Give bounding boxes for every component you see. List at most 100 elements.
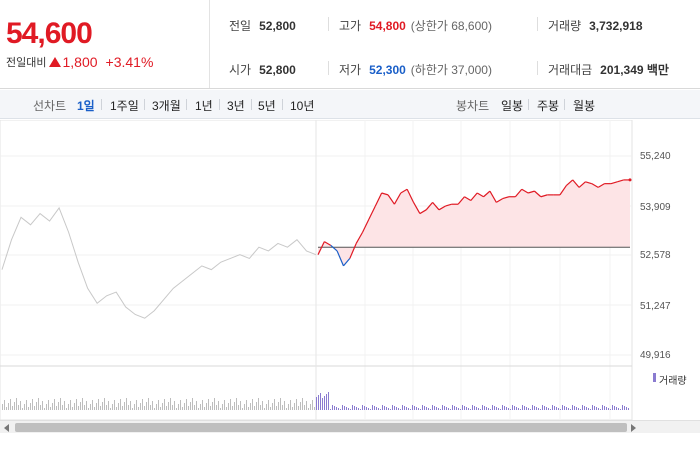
volume-bar [538, 408, 539, 410]
volume-bar [398, 408, 399, 410]
volume-bar [180, 400, 181, 410]
volume-bar [192, 398, 193, 410]
volume-bar [408, 408, 409, 410]
volume-bar [208, 399, 209, 410]
tab-1y[interactable]: 1년 [195, 99, 213, 113]
volume-bar [546, 407, 547, 410]
volume-bar [564, 406, 565, 410]
scroll-right-arrow-icon[interactable] [631, 424, 636, 432]
volume-bar [158, 400, 159, 410]
volume-bar [394, 406, 395, 410]
tab-weekly-candle[interactable]: 주봉 [537, 99, 560, 113]
tab-divider [251, 99, 252, 110]
tab-1d[interactable]: 1일 [77, 99, 95, 113]
volume-stat: 거래량 3,732,918 [548, 17, 643, 34]
tab-3y[interactable]: 3년 [227, 99, 245, 113]
volume-bar [130, 401, 131, 410]
volume-bar [376, 407, 377, 410]
tab-5y[interactable]: 5년 [258, 99, 276, 113]
trade-value-label: 거래대금 [548, 63, 593, 77]
chart-scrollbar[interactable] [0, 420, 700, 433]
line-segment [349, 243, 357, 259]
volume-label: 거래량 [548, 19, 582, 33]
volume-bar [556, 407, 557, 410]
y-tick-label: 52,578 [640, 250, 671, 261]
volume-bar [536, 407, 537, 410]
line-segment [343, 258, 351, 267]
volume-bar [570, 409, 571, 410]
volume-bar [322, 398, 323, 410]
volume-bar [200, 404, 201, 410]
volume-bar [56, 406, 57, 410]
volume-bar [28, 407, 29, 410]
volume-bar [614, 406, 615, 410]
tab-10y[interactable]: 10년 [290, 99, 315, 113]
tab-divider [186, 99, 187, 110]
volume-bar [424, 406, 425, 410]
volume-bar [508, 408, 509, 410]
volume-bar [526, 407, 527, 410]
volume-bar [422, 405, 423, 410]
volume-bar [256, 402, 257, 410]
volume-bar [562, 405, 563, 410]
upper-limit: (상한가 68,600) [410, 19, 492, 33]
volume-bar [580, 409, 581, 410]
line-segment [412, 202, 421, 214]
volume-bar [120, 399, 121, 410]
volume-bar [248, 407, 249, 410]
scrollbar-thumb[interactable] [15, 423, 627, 432]
volume-bar [326, 394, 327, 410]
scroll-left-arrow-icon[interactable] [4, 424, 9, 432]
volume-bar [228, 403, 229, 410]
volume-bar [250, 403, 251, 410]
volume-bar [12, 406, 13, 410]
volume-legend: 거래량 [659, 376, 687, 387]
volume-value: 3,732,918 [589, 19, 643, 33]
tab-divider [528, 99, 529, 110]
volume-bar [170, 398, 171, 410]
volume-bar [242, 408, 243, 410]
volume-bar [600, 409, 601, 410]
volume-bar [16, 398, 17, 410]
volume-bar [624, 406, 625, 410]
volume-bar [410, 409, 411, 410]
volume-bar [22, 408, 23, 410]
price-chart[interactable]: 55,240 53,909 52,578 51,247 49,916 거래량 [0, 120, 700, 420]
volume-bar [310, 404, 311, 410]
volume-bar [178, 404, 179, 410]
volume-bar [572, 405, 573, 410]
open-stat: 시가 52,800 [229, 61, 296, 78]
volume-bar [166, 406, 167, 410]
trade-value-value: 201,349 백만 [600, 63, 669, 77]
tab-3m[interactable]: 3개월 [152, 99, 181, 113]
volume-bar [566, 407, 567, 410]
line-segment [317, 241, 325, 255]
tab-monthly-candle[interactable]: 월봉 [573, 99, 596, 113]
volume-bar [438, 408, 439, 410]
volume-bar [592, 405, 593, 410]
line-segment [393, 192, 402, 205]
volume-bar [164, 399, 165, 410]
volume-bar [52, 403, 53, 410]
tab-daily-candle[interactable]: 일봉 [501, 99, 524, 113]
line-segment [470, 192, 478, 201]
volume-bar [616, 407, 617, 410]
volume-bar [206, 403, 207, 410]
volume-bar [506, 407, 507, 410]
volume-bar [552, 405, 553, 410]
line-segment [374, 192, 383, 207]
volume-bar [328, 392, 329, 410]
volume-bar [468, 408, 469, 410]
volume-bar [138, 407, 139, 410]
volume-bar [534, 406, 535, 410]
volume-bar [622, 405, 623, 410]
volume-bar [460, 409, 461, 410]
volume-bar [450, 409, 451, 410]
volume-bar [610, 409, 611, 410]
volume-bar [382, 405, 383, 410]
volume-bar [302, 398, 303, 410]
line-segment [387, 194, 395, 205]
volume-bar [414, 406, 415, 410]
tab-1w[interactable]: 1주일 [110, 99, 139, 113]
volume-bar [84, 405, 85, 410]
